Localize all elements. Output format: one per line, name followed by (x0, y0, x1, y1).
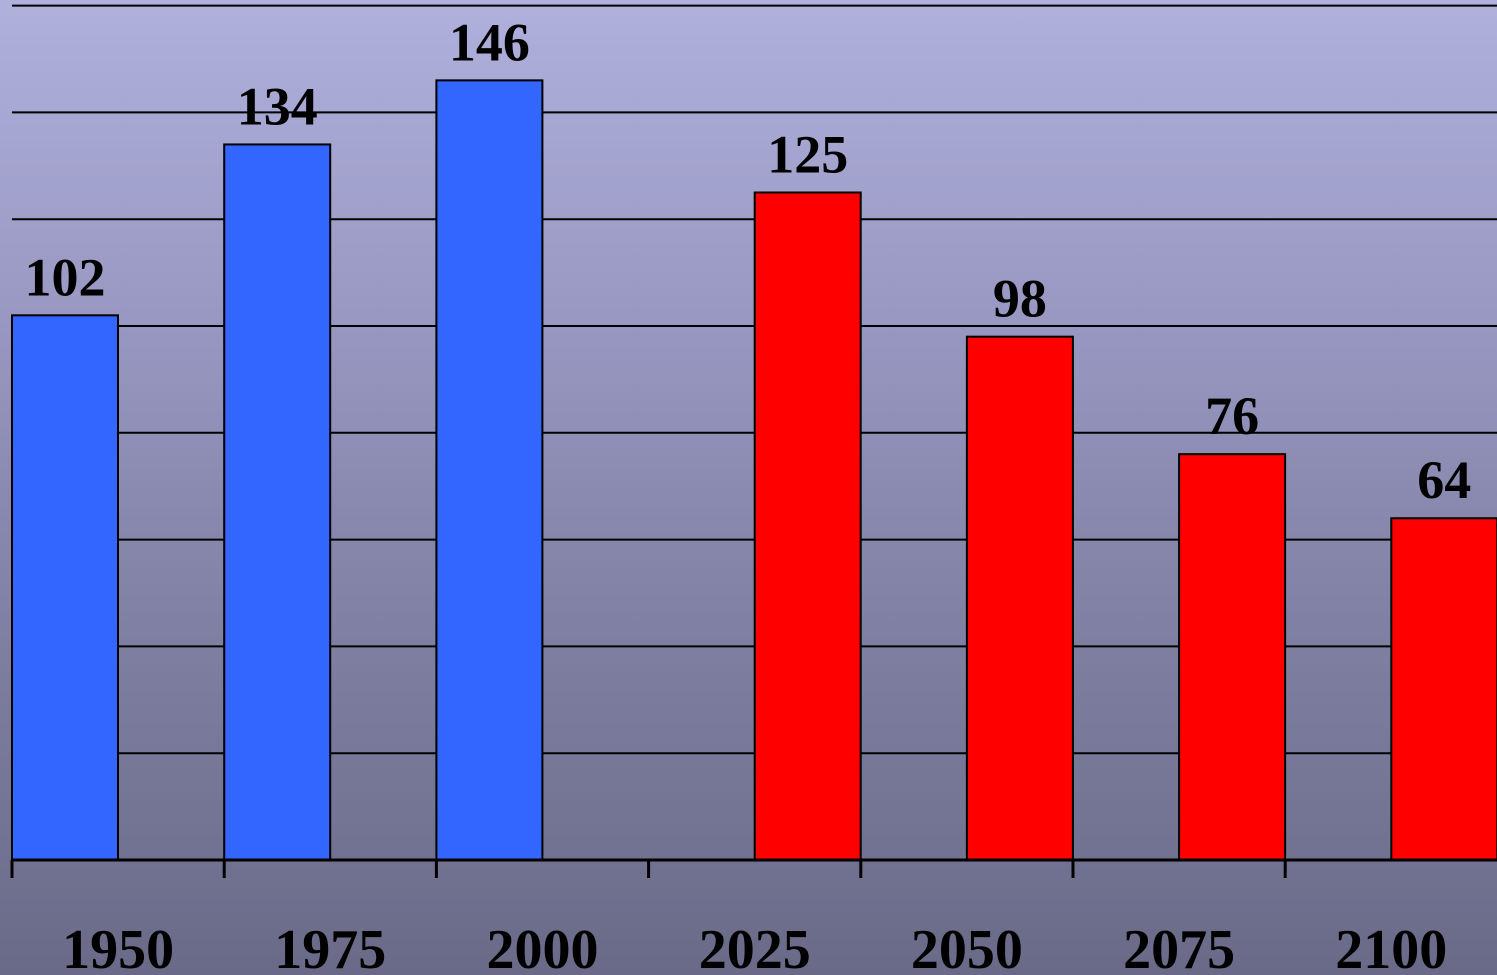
x-tick-label-2000: 2000 (487, 919, 599, 975)
x-tick-label-1975: 1975 (274, 919, 386, 975)
bars (12, 80, 1497, 860)
value-label-1950: 102 (25, 247, 106, 307)
x-axis (12, 860, 1497, 878)
bar-2000 (436, 80, 542, 860)
value-label-2100: 64 (1417, 450, 1471, 510)
bar-1950 (12, 315, 118, 860)
x-tick-label-2050: 2050 (911, 919, 1023, 975)
bar-1975 (224, 144, 330, 860)
value-label-1975: 134 (237, 76, 318, 136)
x-tick-labels: 1950 1975 2000 2025 2050 2075 2100 (62, 919, 1447, 975)
value-label-2000: 146 (449, 12, 530, 72)
x-tick-label-2025: 2025 (699, 919, 811, 975)
bar-2100 (1391, 518, 1497, 860)
x-tick-label-2075: 2075 (1123, 919, 1235, 975)
bar-2075 (1179, 454, 1285, 860)
value-label-2025: 125 (767, 125, 848, 185)
value-label-2075: 76 (1205, 386, 1259, 446)
value-label-2050: 98 (993, 269, 1047, 329)
bar-2025 (755, 193, 861, 861)
x-tick-label-1950: 1950 (62, 919, 174, 975)
bar-2050 (967, 337, 1073, 860)
x-tick-label-2100: 2100 (1335, 919, 1447, 975)
